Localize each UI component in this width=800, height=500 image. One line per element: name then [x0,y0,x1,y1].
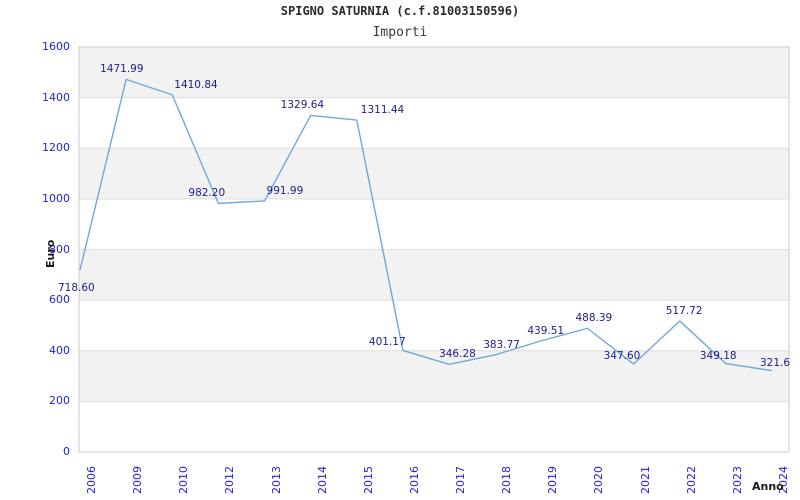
data-point-label: 346.28 [439,348,476,361]
y-axis-title: Euro [44,239,57,268]
x-tick-label: 2014 [315,466,329,494]
data-point-label: 718.60 [58,282,95,295]
data-point-label: 1329.64 [280,99,325,112]
y-tick-label: 200 [49,394,70,408]
data-point-label: 349.18 [699,349,737,362]
y-tick-label: 1400 [42,90,70,104]
data-point-label: 1311.44 [360,104,405,117]
x-axis-title: Anno [752,480,784,493]
data-point-label: 347.60 [603,350,641,362]
data-point-label: 517.72 [665,304,703,317]
x-tick-label: 2023 [730,466,744,494]
x-tick-label: 2009 [131,466,145,494]
data-point-label: 321.6 [760,356,791,369]
y-tick-label: 400 [49,343,70,357]
x-tick-label: 2022 [684,466,698,494]
y-tick-label: 1200 [42,141,70,155]
x-tick-label: 2017 [454,466,468,494]
y-tick-label: 1000 [42,191,70,205]
data-point-label: 383.77 [483,338,520,351]
y-tick-label: 600 [49,293,70,307]
x-tick-label: 2010 [177,466,191,494]
y-tick-label: 800 [49,242,70,256]
x-tick-label: 2015 [361,466,375,494]
data-point-label: 401.17 [368,336,406,349]
data-point-label: 991.99 [266,184,304,197]
x-tick-label: 2016 [407,466,421,494]
chart-subtitle: Importi [372,25,428,40]
x-tick-label: 2021 [638,466,652,494]
data-point-label: 982.20 [188,187,226,200]
x-tick-label: 2013 [269,466,283,494]
chart-title: SPIGNO SATURNIA (c.f.81003150596) [280,4,520,18]
x-tick-label: 2019 [546,466,560,494]
y-tick-label: 0 [63,445,70,458]
x-tick-label: 2020 [592,466,606,494]
data-point-label: 439.51 [527,324,565,337]
x-tick-label: 2006 [85,466,98,494]
x-tick-label: 2018 [500,466,514,494]
data-point-label: 488.39 [575,312,613,325]
x-tick-label: 2012 [223,466,237,494]
data-point-label: 1471.99 [100,63,144,76]
y-tick-label: 1600 [42,40,70,53]
data-point-label: 1410.84 [174,78,218,91]
